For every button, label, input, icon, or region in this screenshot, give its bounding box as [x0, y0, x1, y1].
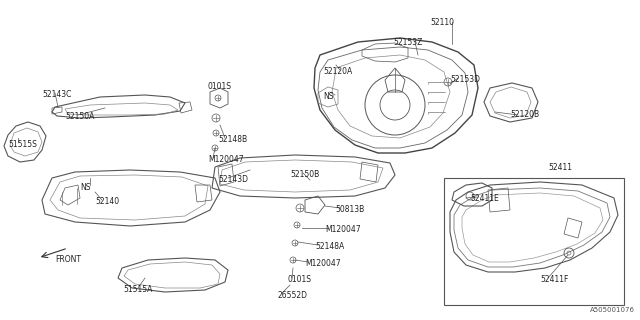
Text: 52153D: 52153D — [450, 75, 480, 84]
Text: A505001076: A505001076 — [590, 307, 635, 313]
Text: NS: NS — [80, 183, 90, 192]
Text: 51515S: 51515S — [8, 140, 37, 149]
Text: 52150B: 52150B — [290, 170, 319, 179]
Text: 52140: 52140 — [95, 197, 119, 206]
Text: 52148A: 52148A — [315, 242, 344, 251]
Text: 50813B: 50813B — [335, 205, 364, 214]
Text: M120047: M120047 — [208, 155, 244, 164]
Text: 52411: 52411 — [548, 163, 572, 172]
Text: 52143D: 52143D — [218, 175, 248, 184]
Text: 52153Z: 52153Z — [393, 38, 422, 47]
Text: 26552D: 26552D — [278, 291, 308, 300]
Text: FRONT: FRONT — [55, 255, 81, 264]
Text: 52411E: 52411E — [470, 194, 499, 203]
Text: 52110: 52110 — [430, 18, 454, 27]
Text: M120047: M120047 — [325, 225, 360, 234]
Text: 0101S: 0101S — [288, 275, 312, 284]
Text: 51515A: 51515A — [123, 285, 152, 294]
Text: 0101S: 0101S — [207, 82, 231, 91]
Text: NS: NS — [323, 92, 333, 101]
Text: 52411F: 52411F — [540, 275, 568, 284]
Text: 52148B: 52148B — [218, 135, 247, 144]
Bar — [444, 178, 624, 305]
Text: 52143C: 52143C — [42, 90, 72, 99]
Text: M120047: M120047 — [305, 259, 340, 268]
Text: 52120A: 52120A — [323, 67, 352, 76]
Text: 52150A: 52150A — [65, 112, 94, 121]
Text: 52120B: 52120B — [510, 110, 539, 119]
